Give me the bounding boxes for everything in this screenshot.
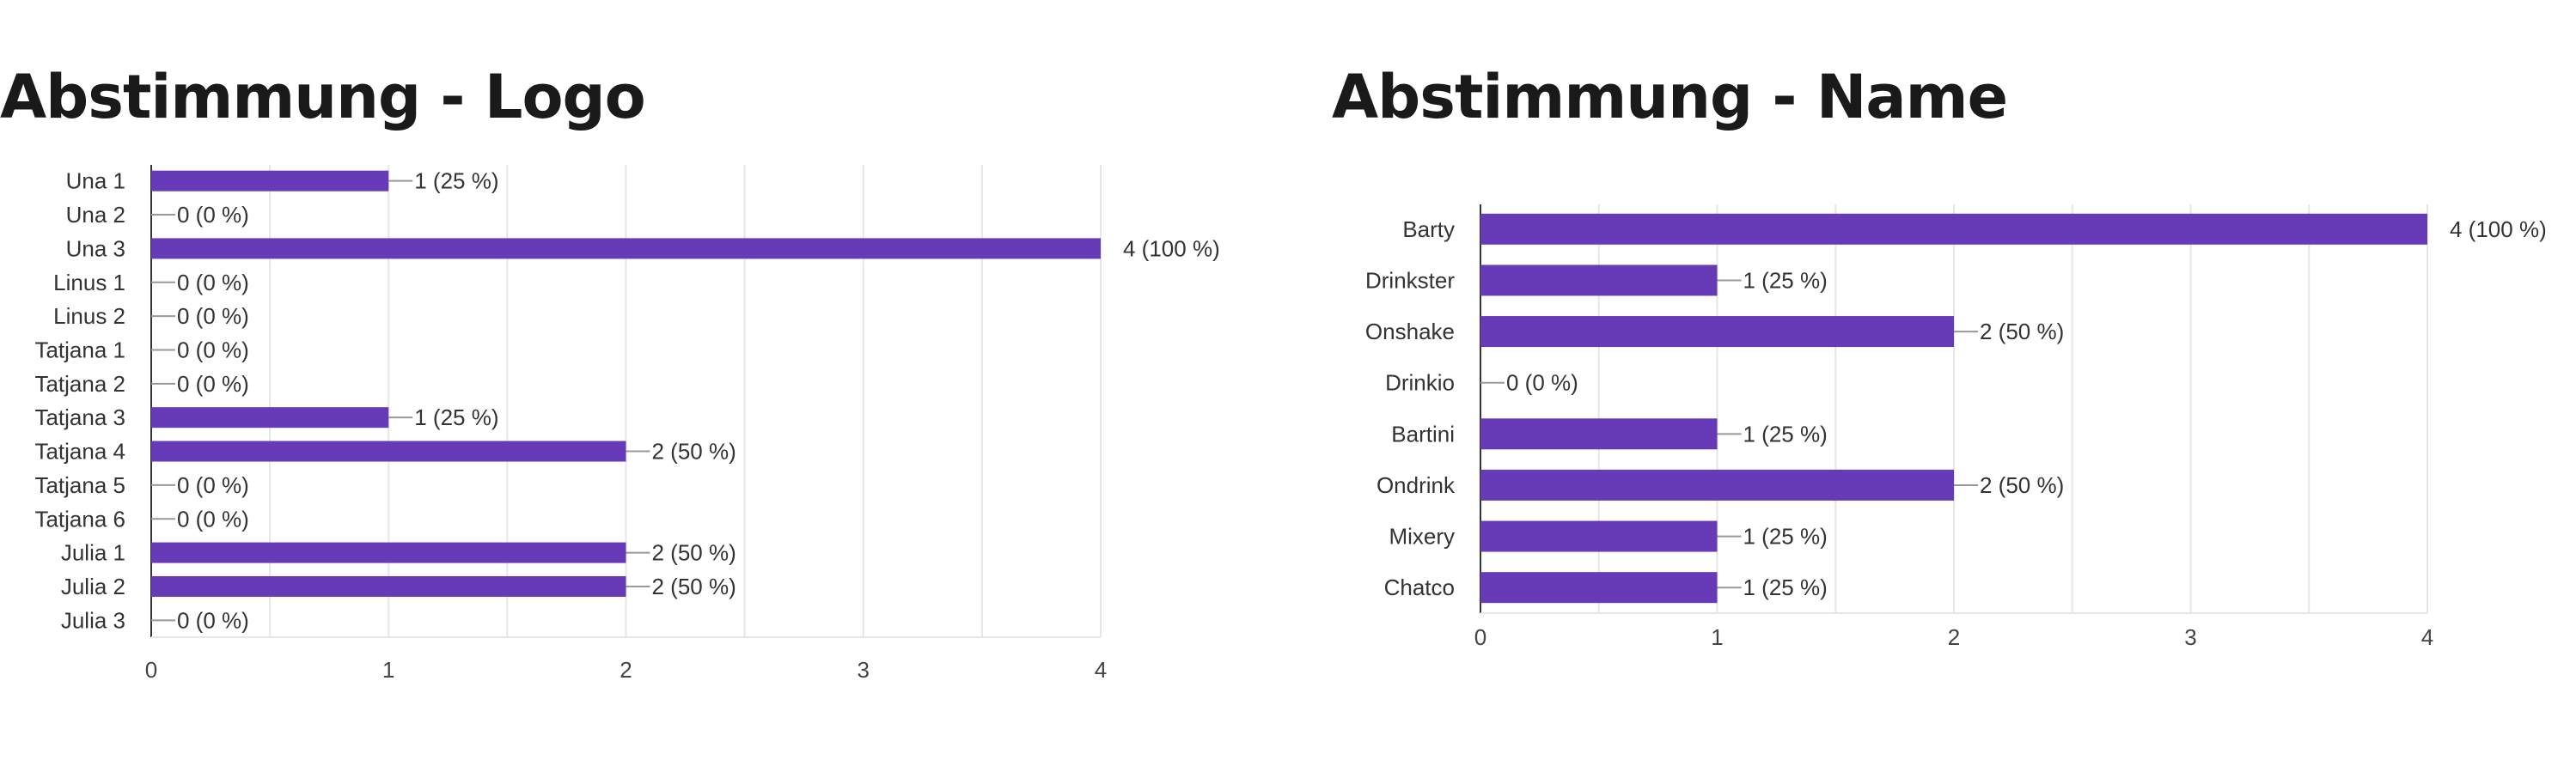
data-label: 1 (25 %) <box>1743 524 1828 550</box>
x-tick-label: 0 <box>145 657 157 683</box>
chart-panel-logo: Abstimmung - Logo 0 1 2 3 4 Una 1 1 (25 %) Una … <box>0 62 1220 683</box>
category-label: Linus 2 <box>53 303 125 329</box>
bar <box>1480 213 2427 245</box>
data-label: 4 (100 %) <box>2450 216 2547 242</box>
data-label: 0 (0 %) <box>177 303 249 329</box>
category-label: Una 2 <box>66 202 125 228</box>
category-label: Una 1 <box>66 168 125 194</box>
category-label: Tatjana 3 <box>34 404 125 430</box>
data-label: 0 (0 %) <box>1506 370 1578 396</box>
category-label: Ondrink <box>1377 472 1456 498</box>
category-label: Julia 2 <box>61 574 125 599</box>
data-label: 2 (50 %) <box>1980 472 2064 498</box>
bar-chart-name: 0 1 2 3 4 Barty 4 (100 %) Drinkster 1 (25 %) Onsh… <box>1365 204 2547 650</box>
bar <box>151 575 626 597</box>
data-label: 2 (50 %) <box>652 540 736 566</box>
category-label: Drinkio <box>1385 370 1455 396</box>
x-tick-label: 4 <box>1095 657 1107 683</box>
category-label: Bartini <box>1391 421 1455 447</box>
category-label: Barty <box>1402 216 1455 242</box>
chart-title: Abstimmung - Logo <box>0 62 646 132</box>
bar <box>1480 572 1718 604</box>
bar <box>1480 418 1718 450</box>
category-label: Tatjana 4 <box>34 439 125 465</box>
x-tick-label: 2 <box>1948 624 1960 650</box>
bar-chart-logo: 0 1 2 3 4 Una 1 1 (25 %) Una 2 0 (0 %) Una 3 4 (10… <box>34 165 1220 683</box>
data-label: 0 (0 %) <box>177 472 249 498</box>
x-tick-label: 2 <box>620 657 632 683</box>
x-tick-label: 1 <box>382 657 394 683</box>
x-tick-label: 3 <box>2184 624 2196 650</box>
bar <box>151 542 626 563</box>
bar <box>1480 264 1718 296</box>
data-label: 2 (50 %) <box>652 439 736 465</box>
category-label: Tatjana 1 <box>34 337 125 362</box>
data-label: 0 (0 %) <box>177 337 249 362</box>
bar <box>151 441 626 462</box>
bar <box>1480 469 1954 501</box>
data-label: 0 (0 %) <box>177 607 249 633</box>
data-label: 0 (0 %) <box>177 506 249 532</box>
data-label: 2 (50 %) <box>1980 319 2064 344</box>
data-label: 0 (0 %) <box>177 202 249 228</box>
category-label: Tatjana 6 <box>34 506 125 532</box>
data-label: 1 (25 %) <box>1743 267 1828 293</box>
bar <box>1480 520 1718 552</box>
chart-title: Abstimmung - Name <box>1332 62 2008 132</box>
data-label: 1 (25 %) <box>414 168 498 194</box>
category-label: Linus 1 <box>53 270 125 295</box>
bar <box>151 238 1101 259</box>
data-label: 2 (50 %) <box>652 574 736 599</box>
x-tick-label: 4 <box>2421 624 2433 650</box>
category-label: Julia 1 <box>61 540 125 566</box>
x-tick-label: 0 <box>1474 624 1486 650</box>
data-label: 1 (25 %) <box>414 404 498 430</box>
x-tick-label: 1 <box>1711 624 1723 650</box>
category-label: Mixery <box>1389 524 1455 550</box>
category-label: Una 3 <box>66 235 125 261</box>
category-label: Julia 3 <box>61 607 125 633</box>
data-label: 4 (100 %) <box>1123 235 1220 261</box>
data-label: 0 (0 %) <box>177 270 249 295</box>
bar <box>1480 316 1954 348</box>
bar <box>151 407 389 429</box>
data-label: 1 (25 %) <box>1743 574 1828 600</box>
data-label: 0 (0 %) <box>177 371 249 397</box>
data-label: 1 (25 %) <box>1743 421 1828 447</box>
x-tick-label: 3 <box>858 657 870 683</box>
bar <box>151 170 389 191</box>
category-label: Drinkster <box>1365 267 1455 293</box>
category-label: Tatjana 5 <box>34 472 125 498</box>
chart-panel-name: Abstimmung - Name 0 1 2 3 4 Barty 4 (100 %) Dri… <box>1332 0 2576 772</box>
category-label: Tatjana 2 <box>34 371 125 397</box>
category-label: Onshake <box>1365 319 1455 344</box>
category-label: Chatco <box>1384 574 1455 600</box>
